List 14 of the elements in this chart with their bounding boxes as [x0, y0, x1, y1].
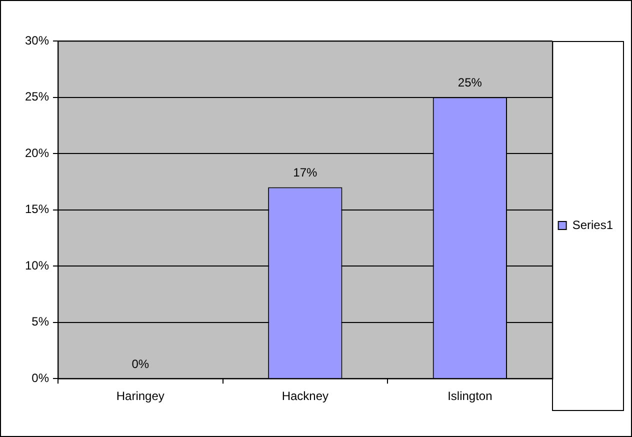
x-tick-label: Islington — [448, 389, 492, 404]
x-tick-label: Hackney — [282, 389, 329, 404]
legend-label: Series1 — [572, 218, 614, 232]
y-tick-label: 0% — [32, 370, 50, 385]
data-label: 17% — [293, 166, 318, 180]
y-tick-label: 15% — [24, 202, 50, 216]
data-label: 25% — [458, 76, 482, 90]
x-tick-label: Haringey — [116, 389, 164, 404]
y-tick-label: 5% — [32, 314, 50, 329]
y-tick-label: 10% — [24, 258, 50, 272]
y-tick-label: 25% — [24, 90, 50, 104]
y-tick-label: 30% — [24, 33, 50, 48]
data-label: 0% — [132, 356, 150, 371]
y-tick-label: 20% — [24, 146, 50, 160]
